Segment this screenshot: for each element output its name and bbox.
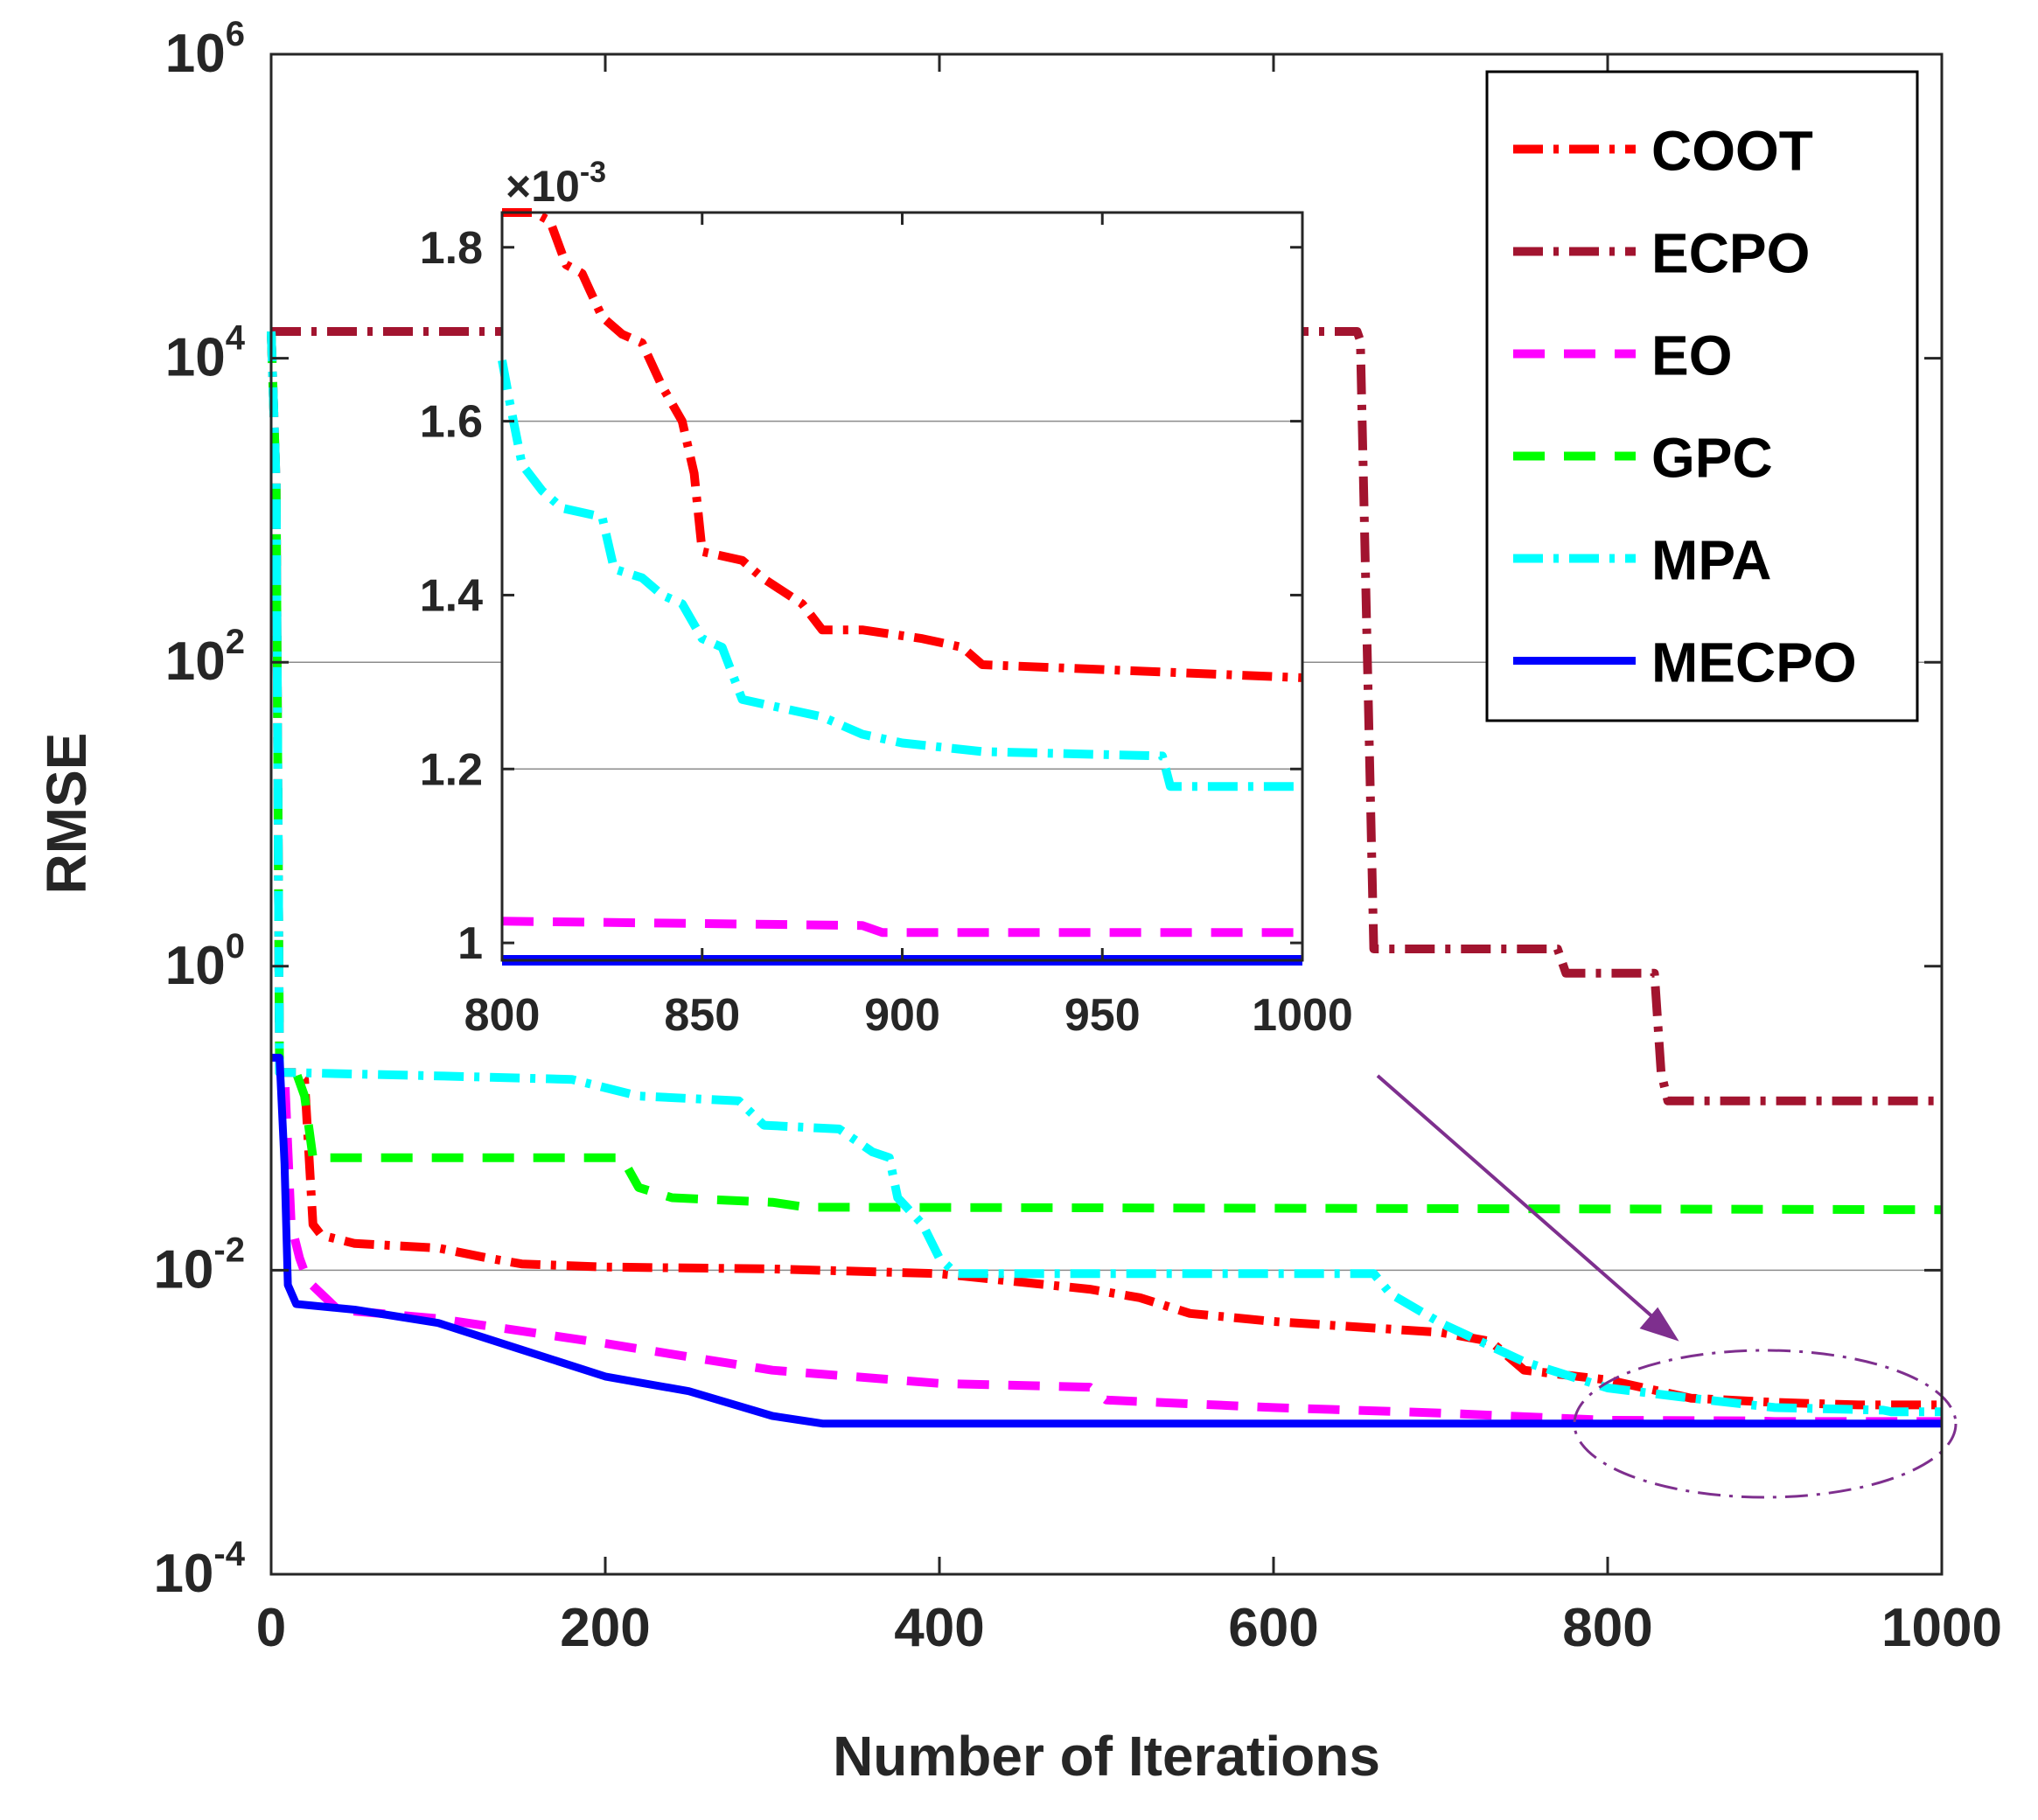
- inset-y-tick-label: 1.6: [420, 397, 483, 448]
- legend-label-coot: COOT: [1651, 120, 1813, 183]
- inset-x-tick-label: 900: [864, 990, 940, 1041]
- legend-label-ecpo: ECPO: [1651, 222, 1810, 285]
- legend-label-eo: EO: [1651, 324, 1732, 387]
- main-y-tick-base: 10: [153, 1239, 213, 1300]
- inset-y-multiplier-exponent: -3: [580, 156, 606, 189]
- inset-y-multiplier: ×10-3: [506, 156, 606, 211]
- main-x-tick-label: 400: [894, 1598, 984, 1658]
- main-y-tick-base: 10: [165, 328, 226, 388]
- main-ticks: [269, 52, 1944, 1576]
- inset-y-tick-label: 1.8: [420, 223, 483, 274]
- main-y-tick-exponent: -4: [213, 1535, 245, 1573]
- highlight-ellipse: [1573, 1349, 1958, 1499]
- main-y-tick-exponent: -2: [213, 1231, 245, 1269]
- main-y-tick-exponent: 0: [226, 927, 245, 966]
- main-y-tick-exponent: 6: [226, 15, 245, 53]
- inset-x-tick-label: 800: [464, 990, 541, 1041]
- inset-y-tick-labels: 1 1.2 1.4 1.6 1.8: [420, 223, 483, 969]
- inset-x-tick-labels: 800 850 900 950 1000: [464, 990, 1353, 1041]
- main-y-tick-base: 10: [153, 1544, 213, 1604]
- main-y-tick-base: 10: [165, 631, 226, 692]
- main-y-tick-label: 10-2: [153, 1231, 245, 1300]
- main-series-group: [267, 327, 1943, 1428]
- y-axis-title: RMSE: [35, 733, 98, 895]
- main-series-gpc: [267, 331, 1943, 1215]
- main-x-tick-label: 600: [1228, 1598, 1318, 1658]
- main-y-tick-label: 106: [165, 15, 245, 84]
- main-series-mpa: [267, 331, 1942, 1417]
- inset-x-tick-label: 850: [664, 990, 740, 1041]
- legend: COOT ECPO EO GPC MPA MECPO: [1485, 70, 1919, 722]
- main-y-tick-label: 10-4: [153, 1535, 245, 1604]
- main-x-tick-label: 200: [560, 1598, 650, 1658]
- main-y-tick-label: 104: [165, 319, 246, 388]
- inset-ticks: [500, 213, 1304, 960]
- inset-x-tick-label: 950: [1064, 990, 1141, 1041]
- legend-label-mecpo: MECPO: [1651, 631, 1857, 694]
- main-y-tick-exponent: 2: [226, 623, 245, 661]
- inset-y-tick-label: 1: [457, 918, 483, 969]
- inset-y-tick-label: 1.4: [420, 570, 483, 621]
- main-y-tick-base: 10: [165, 24, 226, 84]
- main-y-tick-base: 10: [165, 936, 226, 996]
- main-y-tick-label: 102: [165, 623, 245, 692]
- main-plot-frame: [269, 52, 1944, 1576]
- main-x-tick-labels: 0 200 400 600 800 1000: [256, 1598, 2002, 1658]
- x-axis-title: Number of Iterations: [833, 1725, 1380, 1788]
- main-series-mecpo: [271, 1053, 1942, 1428]
- inset-series-eo: [501, 917, 1302, 938]
- legend-label-mpa: MPA: [1651, 529, 1771, 592]
- inset-y-multiplier-prefix: ×10: [506, 162, 580, 211]
- legend-box: [1485, 70, 1919, 722]
- inset-x-tick-label: 1000: [1252, 990, 1353, 1041]
- inset-y-tick-label: 1.2: [420, 744, 483, 795]
- annotation-arrow-head: [1639, 1307, 1679, 1342]
- main-series-ecpo: [271, 327, 1942, 1105]
- main-series-coot: [267, 331, 1942, 1410]
- main-y-tick-label: 100: [165, 927, 245, 996]
- main-y-tick-exponent: 4: [226, 319, 246, 358]
- inset-series-mpa: [498, 359, 1302, 791]
- main-x-tick-label: 1000: [1881, 1598, 2002, 1658]
- main-x-tick-label: 0: [256, 1598, 286, 1658]
- main-x-tick-label: 800: [1562, 1598, 1652, 1658]
- annotation-arrow-line: [1376, 1074, 1664, 1327]
- inset-plot: 800 850 900 950 1000 1 1.2 1.4 1.6 1.8 ×10-3: [420, 156, 1353, 1041]
- legend-label-gpc: GPC: [1651, 427, 1773, 490]
- main-series-eo: [267, 331, 1942, 1426]
- inset-plot-background: [502, 213, 1302, 960]
